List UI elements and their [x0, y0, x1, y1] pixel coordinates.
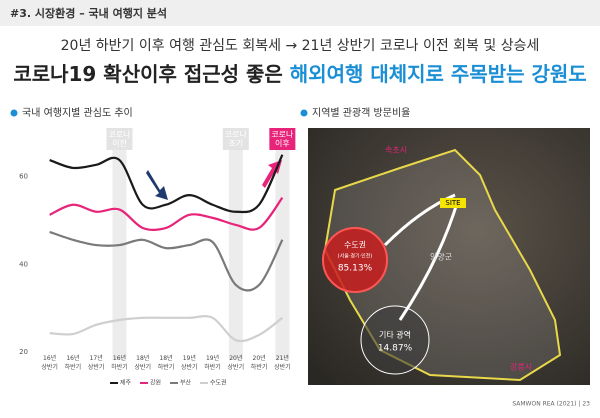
icon: [300, 109, 308, 117]
period-band: [275, 128, 290, 360]
period-label: 코로나 초기: [225, 130, 248, 148]
x-tick-label: 16년 하반기: [111, 354, 128, 371]
section-title: #3. 시장환경 – 국내 여행지 분석: [10, 6, 167, 20]
capital-label: 수도권: [344, 240, 366, 250]
x-tick-label: 16년 상반기: [41, 354, 58, 371]
map-title: 지역별 관광객 방문비율: [312, 107, 410, 119]
x-tick-label: 18년 상반기: [134, 354, 151, 371]
x-tick-label: 16년 하반기: [65, 354, 82, 371]
period-band: [228, 128, 243, 360]
map: SITE 속초시 양양군 강릉시 수도권 (서울·경기·인천) 85.13% 기…: [308, 128, 590, 385]
period-label-box: [222, 128, 249, 150]
x-tick-label: 18년 하반기: [158, 354, 175, 371]
x-tick-label: 20년 하반기: [251, 354, 268, 371]
arrow: [146, 170, 168, 200]
period-label: 코로나 이후: [271, 130, 294, 148]
arrow: [398, 199, 460, 321]
x-tick-label: 20년 상반기: [228, 354, 245, 371]
other-circle: [360, 305, 430, 375]
y-tick-label: 60: [19, 173, 28, 181]
capital-note: (서울·경기·인천): [338, 253, 373, 260]
x-tick-label: 21년 상반기: [274, 354, 291, 371]
y-tick-label: 20: [19, 348, 28, 356]
series-line: [49, 230, 284, 292]
place-label: 강릉시: [510, 362, 532, 372]
headline-highlight: 해외여행 대체지로 주목받는 강원도: [290, 62, 587, 86]
place-label: 속초시: [385, 146, 407, 155]
legend-label: 강원: [150, 379, 161, 387]
place-label: 양양군: [430, 253, 452, 262]
x-tick-label: 19년 하반기: [204, 354, 221, 371]
site-box: [440, 198, 466, 208]
series-line: [49, 315, 284, 343]
x-tick-label: 17년 상반기: [88, 354, 105, 371]
capital-circle: [322, 227, 388, 293]
series-line: [49, 154, 284, 214]
x-tick-label: 19년 상반기: [181, 354, 198, 371]
legend-label: 부산: [180, 379, 192, 387]
headline-text: 코로나19 확산이후 접근성 좋은: [13, 62, 289, 86]
subtitle: 20년 하반기 이후 여행 관심도 회복세 → 21년 상반기 코로나 이전 회…: [61, 38, 540, 54]
legend-label: 수도권: [210, 379, 227, 387]
other-share: 14.87%: [378, 344, 413, 354]
y-tick-label: 40: [19, 260, 28, 268]
chart-title: 국내 여행지별 관심도 추이: [22, 107, 133, 119]
header-bar: [0, 0, 600, 26]
period-label-box: [269, 128, 296, 150]
capital-share: 85.13%: [338, 264, 373, 274]
legend-label: 제주: [120, 379, 132, 387]
other-label: 기타 광역: [379, 330, 411, 340]
chart: 코로나 이전 코로나 초기 코로나 이후 20 40 60 16년 상반기 16년 하반기 17년 상반기 1…: [19, 128, 296, 387]
period-label-box: [106, 128, 133, 150]
period-label: 코로나 이전: [108, 130, 131, 148]
headline: 코로나19 확산이후 접근성 좋은 해외여행 대체지로 주목받는 강원도: [13, 62, 586, 86]
footer: SAMWON REA (2021) | 23: [512, 401, 590, 408]
icon: [10, 109, 18, 117]
site-label: SITE: [445, 199, 460, 207]
series-line: [49, 197, 284, 232]
